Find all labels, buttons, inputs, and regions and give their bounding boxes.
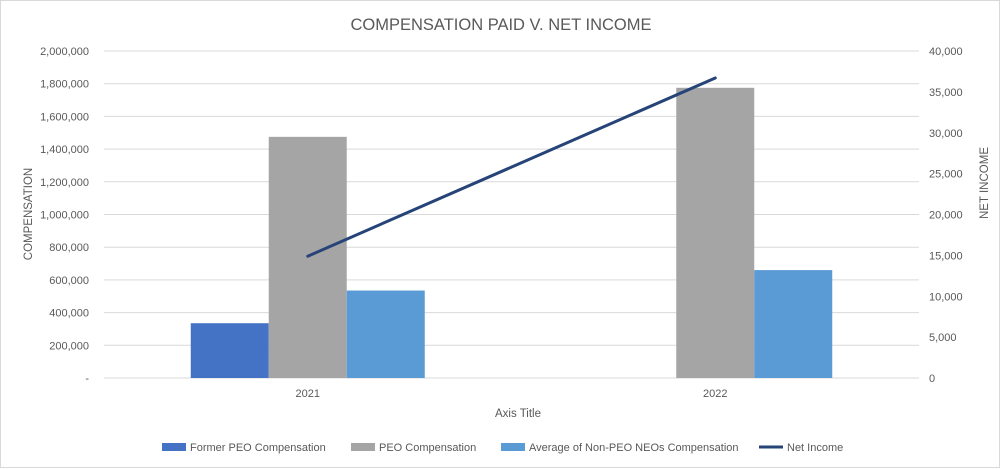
legend: Former PEO Compensation PEO Compensation A… <box>162 442 843 454</box>
net-income-line-layer <box>306 76 717 258</box>
y2-tick-label: 25,000 <box>929 169 963 181</box>
net-income-line <box>306 76 717 258</box>
y-tick-label: 800,000 <box>49 242 89 254</box>
y-tick-label: 2,000,000 <box>40 46 89 58</box>
bar <box>346 290 425 378</box>
bar <box>676 87 755 378</box>
bar <box>754 270 833 378</box>
y-tick-label: 1,200,000 <box>40 177 89 189</box>
y-tick-label: 1,600,000 <box>40 111 89 123</box>
legend-swatch <box>501 443 525 451</box>
y2-axis-title: NET INCOME <box>979 147 991 219</box>
y-tick-label: - <box>85 373 89 385</box>
y2-tick-label: 35,000 <box>929 87 963 99</box>
legend-label: Former PEO Compensation <box>190 442 326 454</box>
y-tick-label: 1,400,000 <box>40 144 89 156</box>
legend-label: Net Income <box>787 442 843 454</box>
bar <box>190 323 269 378</box>
bars <box>190 87 833 378</box>
y-tick-label: 400,000 <box>49 308 89 320</box>
legend-label: Average of Non-PEO NEOs Compensation <box>529 442 739 454</box>
y2-tick-label: 0 <box>929 373 935 385</box>
y-tick-label: 1,800,000 <box>40 79 89 91</box>
y2-tick-label: 15,000 <box>929 250 963 262</box>
x-tick-label: 2021 <box>296 388 320 400</box>
chart-title: COMPENSATION PAID V. NET INCOME <box>350 16 651 34</box>
x-axis-ticks: 2021 2022 <box>296 388 728 400</box>
y-axis-title: COMPENSATION <box>23 168 35 260</box>
y2-tick-label: 40,000 <box>929 46 963 58</box>
y2-tick-label: 20,000 <box>929 210 963 222</box>
legend-label: PEO Compensation <box>379 442 476 454</box>
y2-tick-label: 30,000 <box>929 128 963 140</box>
legend-swatch <box>162 443 186 451</box>
y2-axis-ticks: 0 5,000 10,000 15,000 20,000 25,000 30,000 35,0… <box>929 46 963 385</box>
y-tick-label: 1,000,000 <box>40 210 89 222</box>
legend-swatch <box>351 443 375 451</box>
y-axis-ticks: - 200,000 400,000 600,000 800,000 1,000,000 1,… <box>40 46 89 385</box>
x-tick-label: 2022 <box>703 388 727 400</box>
y-tick-label: 200,000 <box>49 340 89 352</box>
x-axis-title: Axis Title <box>495 408 541 420</box>
y2-tick-label: 5,000 <box>929 332 957 344</box>
y2-tick-label: 10,000 <box>929 291 963 303</box>
y-tick-label: 600,000 <box>49 275 89 287</box>
